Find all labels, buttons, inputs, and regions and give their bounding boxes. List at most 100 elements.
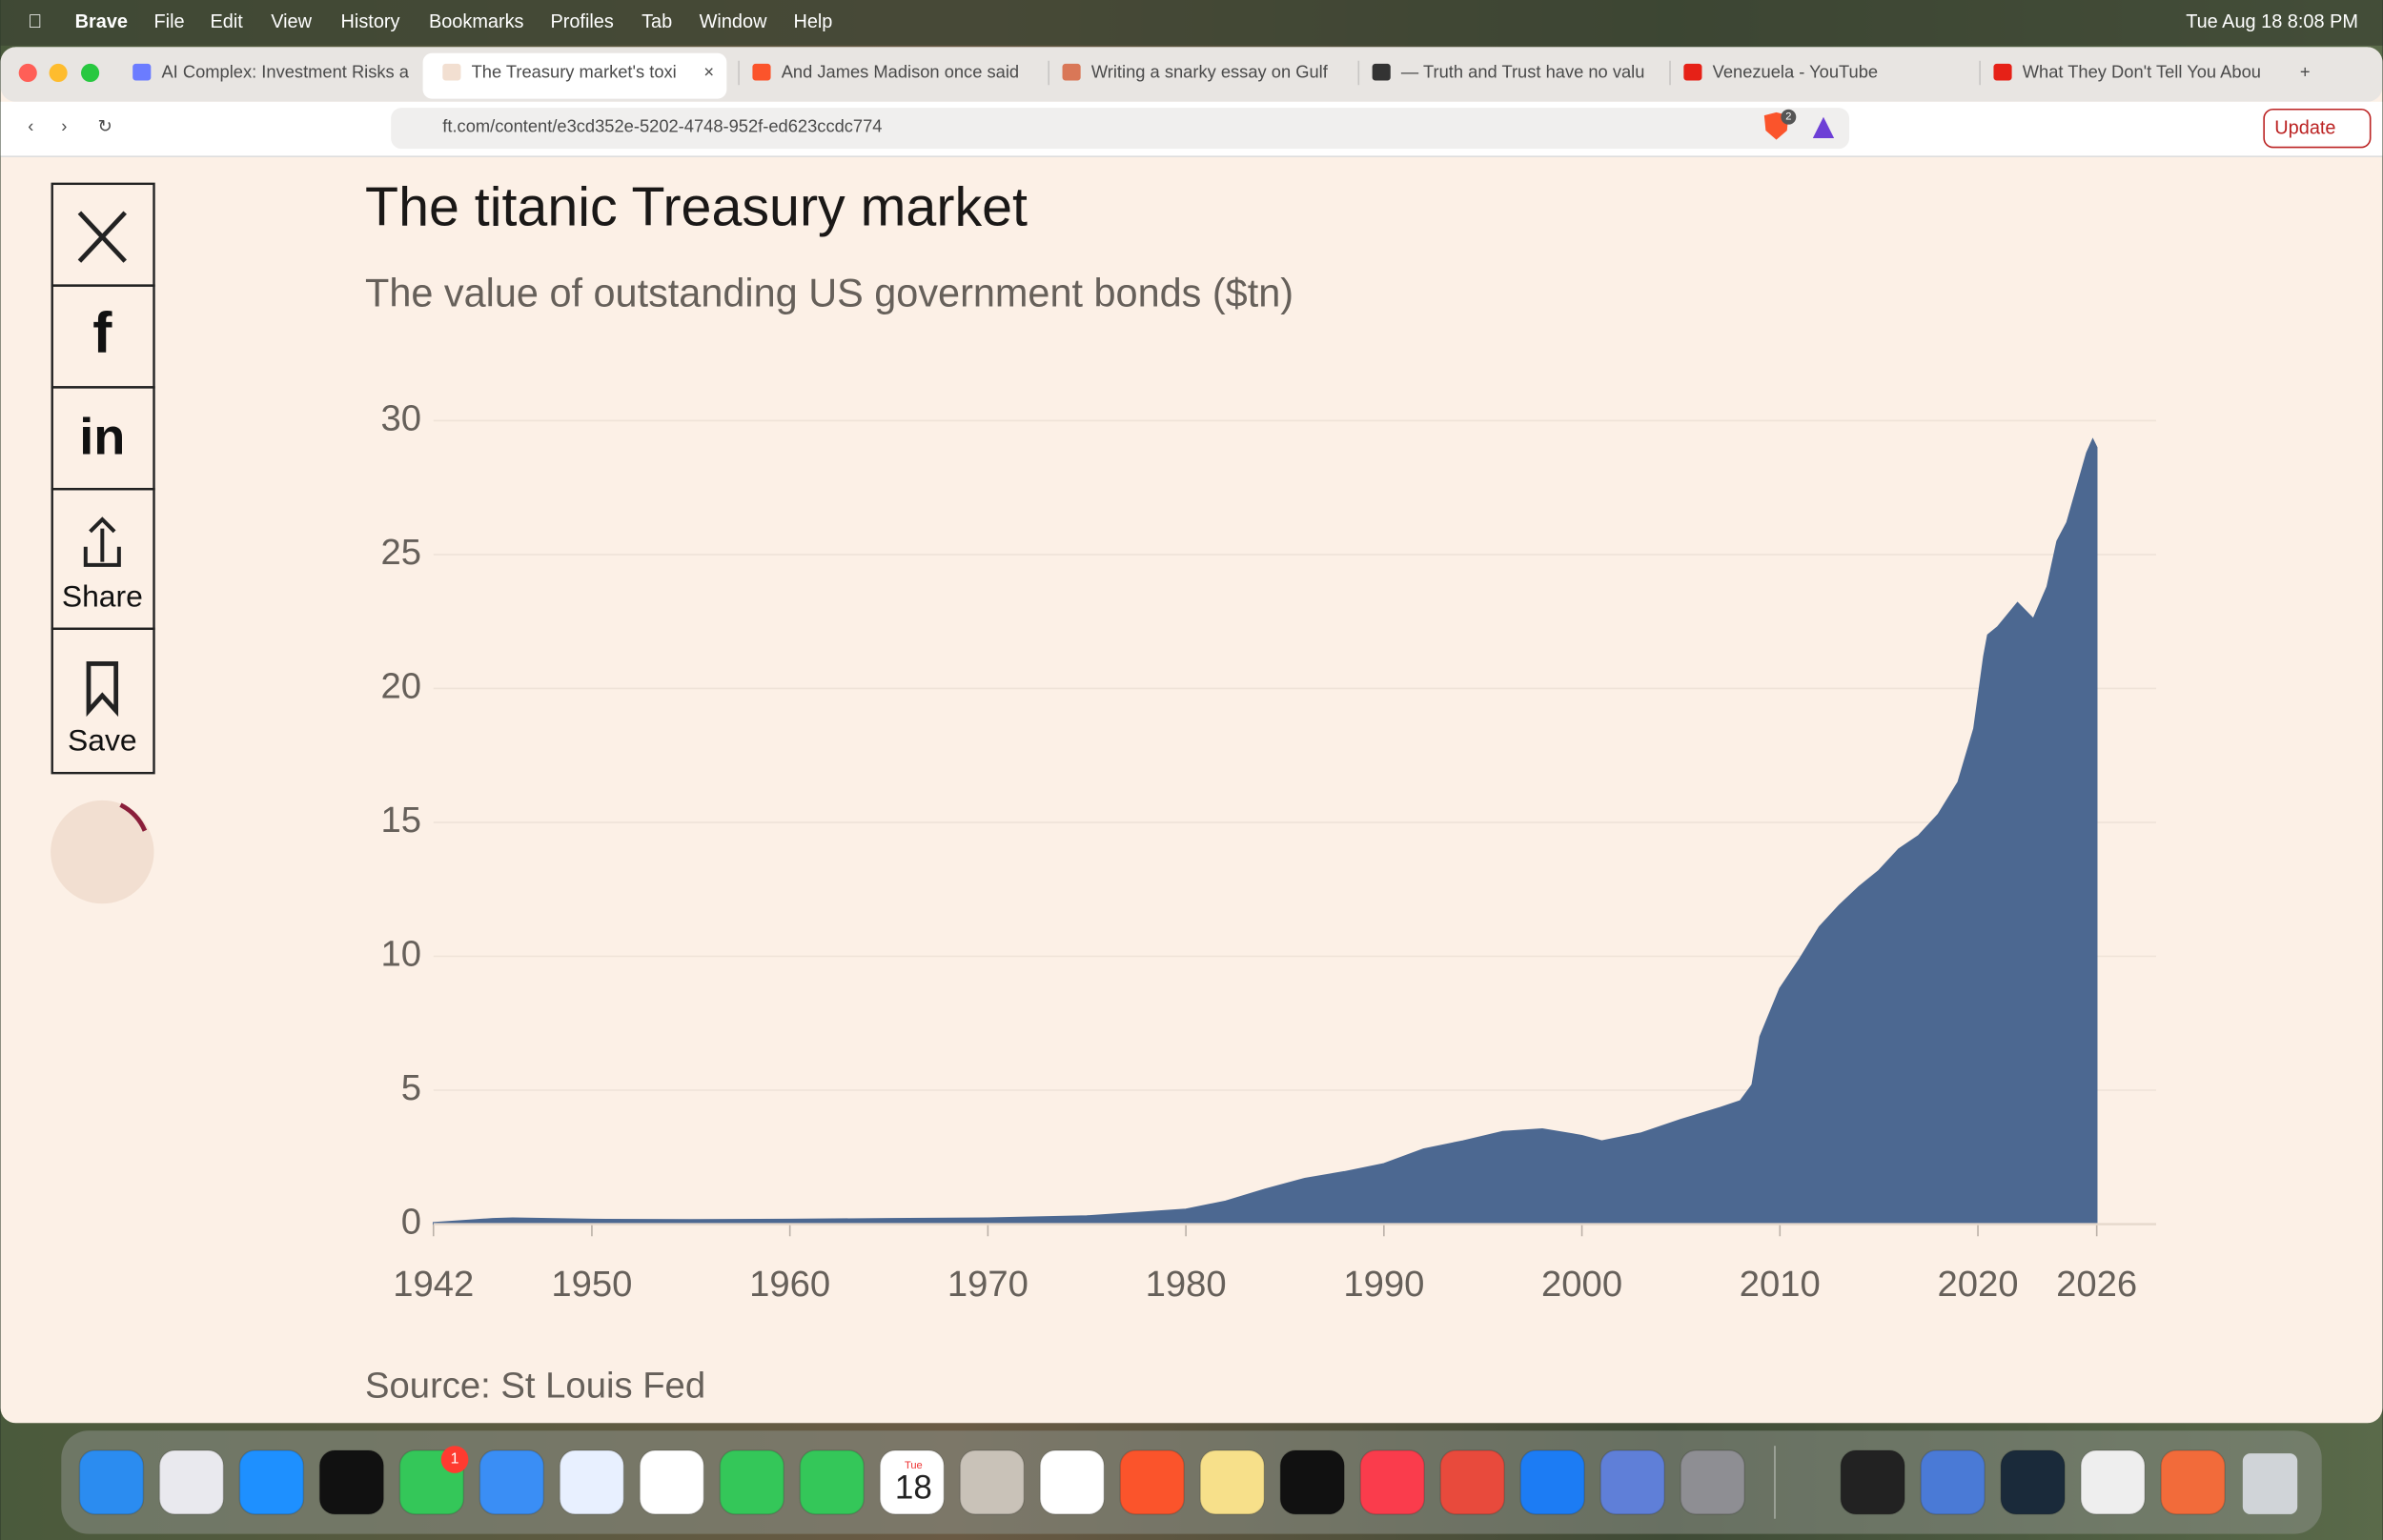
x-tick-label: 1960 xyxy=(749,1264,830,1305)
url[interactable]: ft.com/content/e3cd352e-5202-4748-952f-e… xyxy=(442,116,882,136)
y-tick-label: 25 xyxy=(380,532,421,573)
menu-item[interactable]: File xyxy=(154,11,185,32)
x-tick-label: 2010 xyxy=(1740,1264,1821,1305)
back-button[interactable]: ‹ xyxy=(28,116,33,136)
tab-icon xyxy=(132,63,152,81)
y-tick-label: 15 xyxy=(380,800,421,841)
dock-app[interactable] xyxy=(1439,1449,1505,1515)
tab-icon xyxy=(1062,63,1081,81)
share-label: Share xyxy=(62,578,143,613)
dock-app[interactable] xyxy=(1119,1449,1185,1515)
dock-app[interactable] xyxy=(1359,1449,1425,1515)
dock-app[interactable] xyxy=(2160,1449,2226,1515)
shield-badge: 2 xyxy=(1785,111,1791,123)
save-button[interactable] xyxy=(51,627,155,775)
dock-app[interactable] xyxy=(559,1449,625,1515)
x-tick-label: 1942 xyxy=(393,1264,474,1305)
y-tick-label: 10 xyxy=(380,934,421,975)
chart-title: The titanic Treasury market xyxy=(365,177,1028,238)
facebook-icon: f xyxy=(92,300,112,365)
address-field[interactable] xyxy=(391,108,1850,150)
update-button-frame[interactable] xyxy=(2263,108,2372,149)
tab-title[interactable]: AI Complex: Investment Risks a xyxy=(161,61,409,81)
y-tick-label: 20 xyxy=(380,666,421,707)
dock-app[interactable] xyxy=(2080,1449,2146,1515)
x-tick-label: 2000 xyxy=(1541,1264,1622,1305)
tab-icon xyxy=(1683,63,1702,81)
new-tab[interactable]: + xyxy=(2300,61,2311,81)
tab-icon xyxy=(752,63,771,81)
reading-progress xyxy=(51,800,154,904)
save-icon xyxy=(86,661,119,718)
dock-app[interactable] xyxy=(1199,1449,1265,1515)
dock-app[interactable] xyxy=(1840,1449,1905,1515)
dock-app[interactable] xyxy=(959,1449,1026,1515)
menu-item[interactable]: Tab xyxy=(642,11,672,32)
menu-item[interactable]: Bookmarks xyxy=(429,11,524,32)
calendar-day: 18 xyxy=(895,1469,932,1507)
dock xyxy=(61,1430,2322,1534)
dock-app[interactable] xyxy=(1920,1449,1986,1515)
chart-subtitle: The value of outstanding US government b… xyxy=(365,271,1293,315)
badge-bg xyxy=(440,1446,469,1473)
clock[interactable]: Tue Aug 18 8:08 PM xyxy=(2186,11,2358,32)
trash[interactable] xyxy=(2242,1453,2298,1514)
dock-app[interactable] xyxy=(318,1449,385,1515)
menu-item[interactable]: Window xyxy=(700,11,767,32)
dock-app[interactable] xyxy=(2000,1449,2066,1515)
y-tick-label: 5 xyxy=(401,1067,421,1108)
dock-app[interactable] xyxy=(1519,1449,1585,1515)
dock-app[interactable] xyxy=(158,1449,225,1515)
tab-icon xyxy=(1993,63,2012,81)
menu-bar xyxy=(0,0,2383,46)
update-button[interactable]: Update xyxy=(2274,118,2335,139)
dock-app[interactable] xyxy=(1279,1449,1345,1515)
dock-app[interactable] xyxy=(479,1449,545,1515)
dock-app[interactable] xyxy=(879,1449,946,1515)
x-tick-label: 1970 xyxy=(947,1264,1029,1305)
tab-title[interactable]: The Treasury market's toxi xyxy=(472,61,677,81)
x-icon xyxy=(77,211,127,263)
dock-app[interactable] xyxy=(719,1449,785,1515)
forward-button[interactable]: › xyxy=(61,116,67,136)
tab-title[interactable]: What They Don't Tell You Abou xyxy=(2023,61,2261,81)
minimize-window[interactable] xyxy=(49,63,68,83)
dock-app[interactable] xyxy=(799,1449,866,1515)
tab-title[interactable]: Venezuela - YouTube xyxy=(1713,61,1878,81)
x-tick-label: 1980 xyxy=(1146,1264,1227,1305)
active-tab[interactable] xyxy=(422,52,727,99)
chart-source: Source: St Louis Fed xyxy=(365,1366,705,1407)
messages-badge: 1 xyxy=(451,1451,459,1468)
zoom-window[interactable] xyxy=(81,63,100,83)
dock-app[interactable] xyxy=(639,1449,705,1515)
tab-icon xyxy=(1372,63,1391,81)
reading-progress-arc xyxy=(119,802,148,832)
app-name[interactable]: Brave xyxy=(75,11,128,32)
tab-title[interactable]: Writing a snarky essay on Gulf xyxy=(1091,61,1329,81)
y-tick-label: 0 xyxy=(401,1202,421,1243)
menu-item[interactable]: Profiles xyxy=(550,11,613,32)
menu-item[interactable]: Help xyxy=(793,11,832,32)
tab-title[interactable]: And James Madison once said xyxy=(782,61,1019,81)
reload-button[interactable]: ↻ xyxy=(98,116,112,136)
menu-item[interactable]: History xyxy=(341,11,400,32)
y-tick-label: 30 xyxy=(380,398,421,439)
tab-title[interactable]: — Truth and Trust have no valu xyxy=(1401,61,1645,81)
dock-app[interactable] xyxy=(1039,1449,1106,1515)
rewards-icon[interactable] xyxy=(1812,116,1835,139)
save-label: Save xyxy=(68,723,137,758)
area xyxy=(432,437,2098,1226)
menu-item[interactable]: View xyxy=(271,11,312,32)
linkedin-icon: in xyxy=(79,408,125,465)
tab-icon xyxy=(442,63,461,81)
dock-app[interactable] xyxy=(1599,1449,1665,1515)
dock-app[interactable] xyxy=(78,1449,145,1515)
close-window[interactable] xyxy=(18,63,37,83)
apple-menu[interactable]:  xyxy=(28,11,42,32)
close-tab[interactable]: × xyxy=(703,61,714,81)
share-icon xyxy=(83,517,121,567)
menu-item[interactable]: Edit xyxy=(210,11,243,32)
dock-app[interactable] xyxy=(238,1449,305,1515)
dock-app[interactable] xyxy=(1680,1449,1745,1515)
